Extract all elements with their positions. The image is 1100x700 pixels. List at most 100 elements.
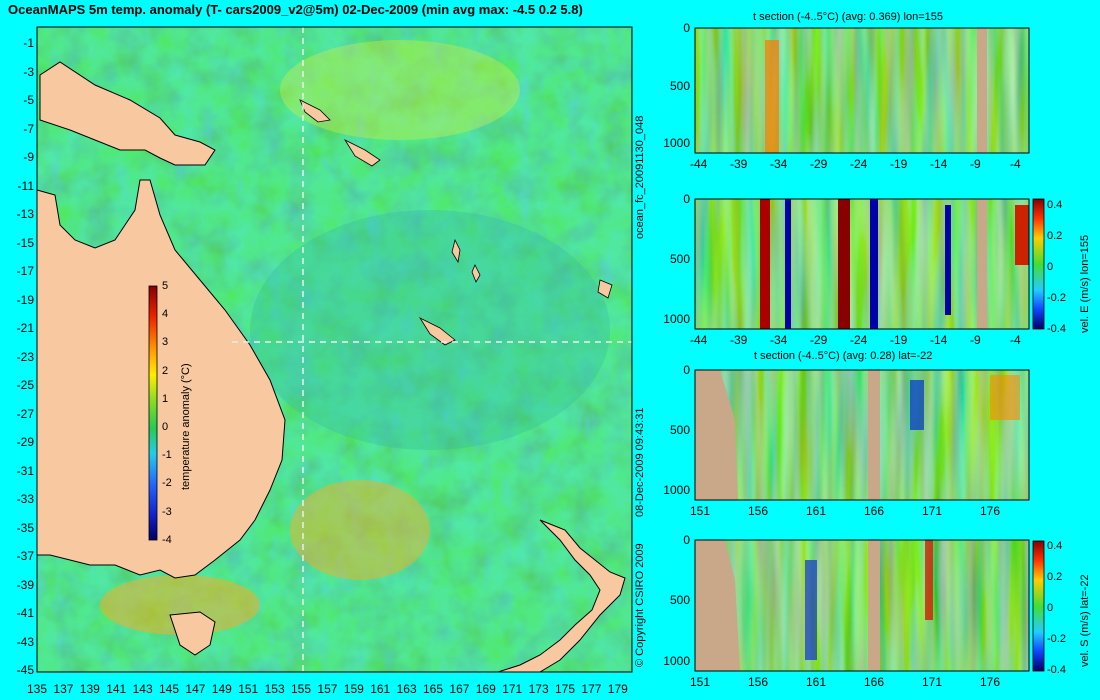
colorbar-tick-label: 1 bbox=[162, 392, 169, 405]
map-frame bbox=[36, 26, 633, 673]
depth-tick-label: 500 bbox=[669, 422, 690, 437]
lon-tick-label: 135 bbox=[27, 682, 48, 696]
lon-tick-label: 179 bbox=[607, 682, 628, 696]
section-panel-3 bbox=[694, 369, 1030, 501]
panel-colorbar-tick-label: 0.2 bbox=[1047, 571, 1063, 583]
x-tick-label: -14 bbox=[930, 157, 948, 171]
colorbar-tick-label: 2 bbox=[162, 364, 169, 377]
lon-tick-label: 143 bbox=[132, 682, 153, 696]
panel-colorbar-tick-label: -0.4 bbox=[1047, 323, 1066, 335]
timestamp-label: 08-Dec-2009 09:43:31 bbox=[634, 407, 646, 517]
x-tick-label: -4 bbox=[1010, 157, 1021, 171]
x-tick-label: 156 bbox=[748, 504, 769, 518]
islands bbox=[299, 99, 613, 346]
colorbar-tick-label: -2 bbox=[162, 477, 172, 490]
lon-tick-label: 141 bbox=[106, 682, 127, 696]
x-tick-label: -39 bbox=[730, 333, 748, 347]
x-tick-label: -29 bbox=[810, 333, 828, 347]
x-tick-label: 151 bbox=[690, 504, 711, 518]
x-tick-label: -34 bbox=[770, 333, 788, 347]
lon-tick-label: 149 bbox=[211, 682, 232, 696]
panel-colorbar-tick-label: 0 bbox=[1047, 602, 1054, 614]
depth-tick-label: 0 bbox=[683, 192, 690, 206]
lon-tick-label: 153 bbox=[264, 682, 285, 696]
lat-tick-label: -29 bbox=[16, 435, 34, 449]
section-panel-1 bbox=[694, 27, 1030, 154]
depth-tick-label: 500 bbox=[669, 78, 690, 93]
land-australia bbox=[36, 179, 286, 579]
x-tick-label: 171 bbox=[922, 504, 943, 518]
panel-colorbar-tick-label: 0.4 bbox=[1047, 199, 1063, 211]
lon-tick-label: 137 bbox=[53, 682, 74, 696]
warm-anomaly-bass bbox=[100, 575, 260, 635]
lon-tick-label: 151 bbox=[238, 682, 259, 696]
section-panel-2 bbox=[694, 198, 1030, 330]
colorbar-tick-label: -3 bbox=[162, 505, 172, 518]
x-tick-label: -14 bbox=[930, 333, 948, 347]
lon-tick-label: 139 bbox=[79, 682, 100, 696]
lat-tick-label: -43 bbox=[16, 634, 34, 649]
lon-tick-label: 173 bbox=[528, 682, 549, 696]
lon-tick-label: 171 bbox=[502, 682, 523, 696]
lat-tick-label: -11 bbox=[17, 178, 34, 193]
lon-tick-label: 163 bbox=[396, 682, 417, 696]
depth-tick-label: 500 bbox=[669, 593, 690, 608]
lat-tick-label: -9 bbox=[23, 150, 34, 164]
x-tick-label: -9 bbox=[970, 157, 981, 171]
x-tick-label: 161 bbox=[806, 504, 827, 518]
x-tick-label: -24 bbox=[850, 333, 868, 347]
depth-tick-label: 1000 bbox=[663, 311, 690, 326]
map-colorbar bbox=[148, 285, 158, 541]
x-tick-label: -24 bbox=[850, 157, 868, 171]
x-tick-label: -44 bbox=[690, 333, 708, 347]
x-tick-label: -39 bbox=[730, 157, 748, 171]
lat-tick-label: -27 bbox=[16, 406, 34, 421]
lat-tick-label: -3 bbox=[23, 64, 34, 79]
lon-tick-label: 177 bbox=[581, 682, 602, 696]
lat-tick-label: -1 bbox=[23, 36, 34, 50]
panel-1-title: t section (-4..5°C) (avg: 0.369) lon=155 bbox=[753, 11, 943, 23]
lat-tick-label: -25 bbox=[16, 378, 34, 392]
lat-tick-label: -7 bbox=[23, 121, 34, 136]
lat-tick-label: -41 bbox=[16, 606, 34, 620]
lon-tick-label: 145 bbox=[159, 682, 180, 696]
map-colorbar-label: temperature anomaly (°C) bbox=[180, 363, 192, 490]
depth-tick-label: 500 bbox=[669, 251, 690, 266]
panel-colorbar-tick-label: -0.4 bbox=[1047, 664, 1066, 676]
lat-tick-label: -33 bbox=[16, 492, 34, 506]
colorbar-vel-e bbox=[1032, 198, 1045, 330]
x-tick-label: -29 bbox=[810, 157, 828, 171]
colorbar-tick-label: -4 bbox=[162, 533, 172, 546]
x-tick-label: 156 bbox=[748, 675, 769, 689]
x-tick-label: -19 bbox=[890, 333, 908, 347]
lat-tick-label: -5 bbox=[23, 93, 34, 107]
lat-tick-label: -39 bbox=[16, 577, 34, 592]
lat-tick-label: -13 bbox=[16, 207, 34, 221]
x-tick-label: -9 bbox=[970, 333, 981, 347]
warm-anomaly bbox=[290, 480, 430, 580]
colorbar-tick-label: 4 bbox=[162, 308, 169, 321]
x-tick-label: 151 bbox=[690, 675, 711, 689]
lat-tick-label: -19 bbox=[16, 292, 34, 307]
lat-tick-label: -35 bbox=[16, 520, 34, 535]
lat-tick-label: -37 bbox=[16, 549, 34, 563]
section-panel-4 bbox=[694, 539, 1030, 672]
page-title: OceanMAPS 5m temp. anomaly (T- cars2009_… bbox=[8, 2, 583, 17]
depth-tick-label: 1000 bbox=[663, 482, 690, 497]
x-tick-label: 176 bbox=[980, 504, 1001, 518]
lon-tick-label: 147 bbox=[185, 682, 206, 696]
panel-colorbar-tick-label: 0.4 bbox=[1047, 540, 1063, 552]
lon-tick-label: 169 bbox=[475, 682, 496, 696]
panel-colorbar-tick-label: -0.2 bbox=[1047, 633, 1066, 645]
x-tick-label: -34 bbox=[770, 157, 788, 171]
depth-tick-label: 0 bbox=[683, 21, 690, 35]
lon-tick-label: 155 bbox=[291, 682, 312, 696]
lon-tick-label: 159 bbox=[343, 682, 364, 696]
copyright-label: © Copyright CSIRO 2009 bbox=[634, 543, 646, 667]
lon-tick-label: 175 bbox=[555, 682, 576, 696]
map-plot bbox=[36, 26, 633, 673]
x-tick-label: 176 bbox=[980, 675, 1001, 689]
lat-tick-label: -23 bbox=[16, 349, 34, 364]
colorbar-tick-label: 5 bbox=[162, 280, 169, 292]
